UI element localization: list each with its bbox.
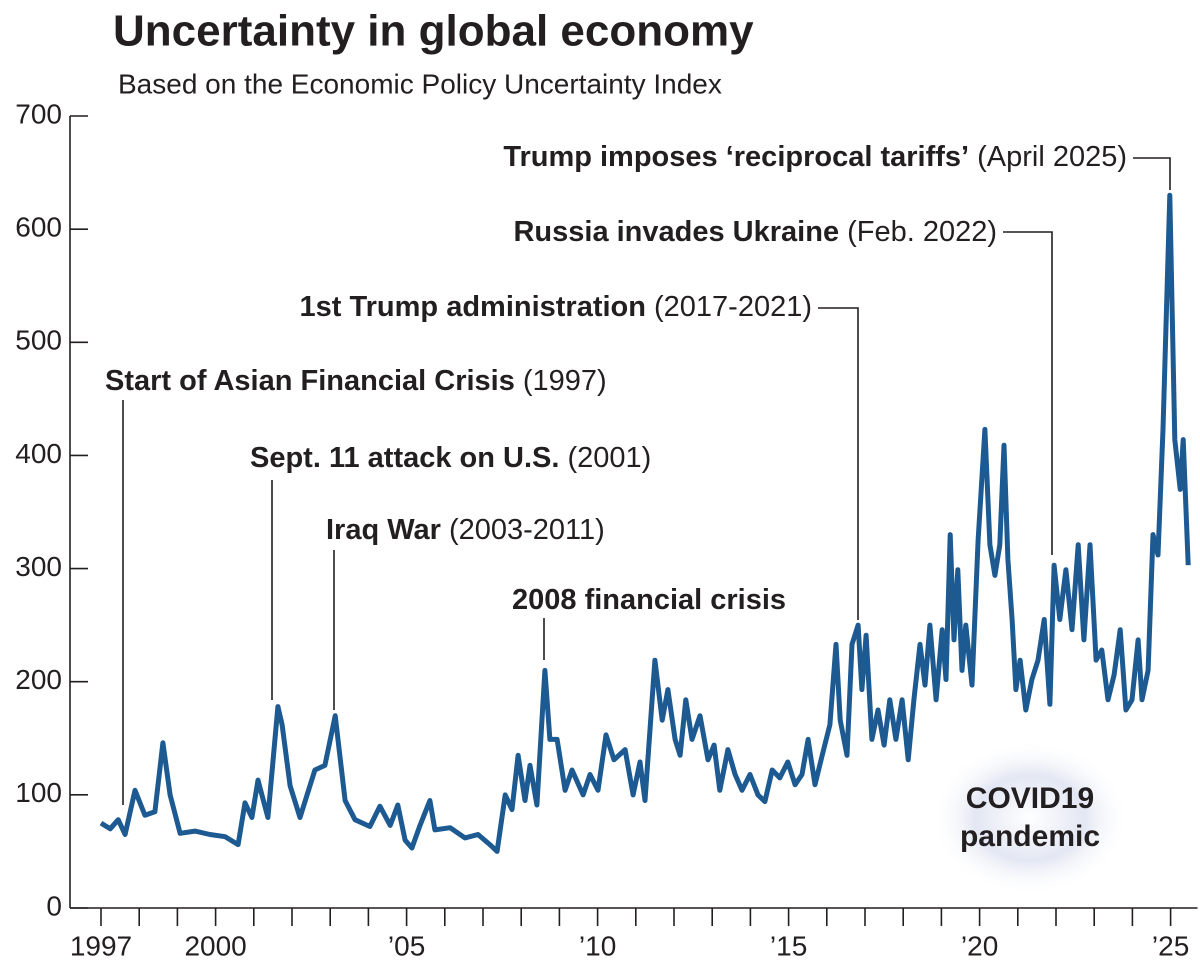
x-tick-label: ’20 xyxy=(961,930,998,961)
annotation: 2008 financial crisis xyxy=(512,584,786,616)
leader-line xyxy=(1133,157,1171,190)
annotation-label: 1st Trump administration xyxy=(300,291,646,323)
chart-subtitle: Based on the Economic Policy Uncertainty… xyxy=(118,68,722,99)
x-tick-label: ’15 xyxy=(770,930,807,961)
annotation-label: Iraq War xyxy=(326,514,441,546)
annotation-date: (2001) xyxy=(567,442,651,474)
chart-title: Uncertainty in global economy xyxy=(113,7,754,56)
covid-glow xyxy=(930,740,1130,896)
y-tick-label: 100 xyxy=(15,777,62,808)
y-tick-label: 700 xyxy=(15,98,62,129)
annotation-date: (2017-2021) xyxy=(654,291,812,323)
annotation: Iraq War (2003-2011) xyxy=(326,514,605,546)
annotation-label: Sept. 11 attack on U.S. xyxy=(250,442,559,474)
annotation: 1st Trump administration (2017-2021) xyxy=(300,291,812,323)
annotation: Russia invades Ukraine (Feb. 2022) xyxy=(513,216,997,248)
y-tick-label: 300 xyxy=(15,551,62,582)
x-tick-label: 2000 xyxy=(184,930,246,961)
x-tick-label: ’05 xyxy=(388,930,425,961)
covid-label: pandemic xyxy=(960,820,1100,853)
leader-lines xyxy=(122,157,1171,805)
leader-line xyxy=(818,307,859,620)
y-tick-label: 200 xyxy=(15,664,62,695)
annotation: Trump imposes ‘reciprocal tariffs’ (April… xyxy=(503,141,1127,173)
annotation-label: Start of Asian Financial Crisis xyxy=(105,365,515,397)
annotation-date: (2003-2011) xyxy=(449,514,605,546)
annotation-date: (April 2025) xyxy=(977,141,1127,173)
x-tick-label: ’10 xyxy=(579,930,616,961)
annotation-label: Russia invades Ukraine xyxy=(513,216,839,248)
y-tick-label: 600 xyxy=(15,212,62,243)
annotation-label: 2008 financial crisis xyxy=(512,584,786,616)
annotation: Sept. 11 attack on U.S. (2001) xyxy=(250,442,651,474)
series-line xyxy=(99,192,1191,854)
y-tick-label: 400 xyxy=(15,438,62,469)
leader-line xyxy=(1003,231,1053,555)
x-tick-label: 1997 xyxy=(70,930,132,961)
covid-label: COVID19 xyxy=(966,782,1094,815)
x-tick-label: ’25 xyxy=(1152,930,1189,961)
y-tick-label: 500 xyxy=(15,325,62,356)
annotation-date: (1997) xyxy=(523,365,607,397)
y-tick-label: 0 xyxy=(46,890,62,921)
annotation: Start of Asian Financial Crisis (1997) xyxy=(105,365,607,397)
annotation-label: Trump imposes ‘reciprocal tariffs’ xyxy=(503,141,969,173)
annotation-date: (Feb. 2022) xyxy=(847,216,997,248)
